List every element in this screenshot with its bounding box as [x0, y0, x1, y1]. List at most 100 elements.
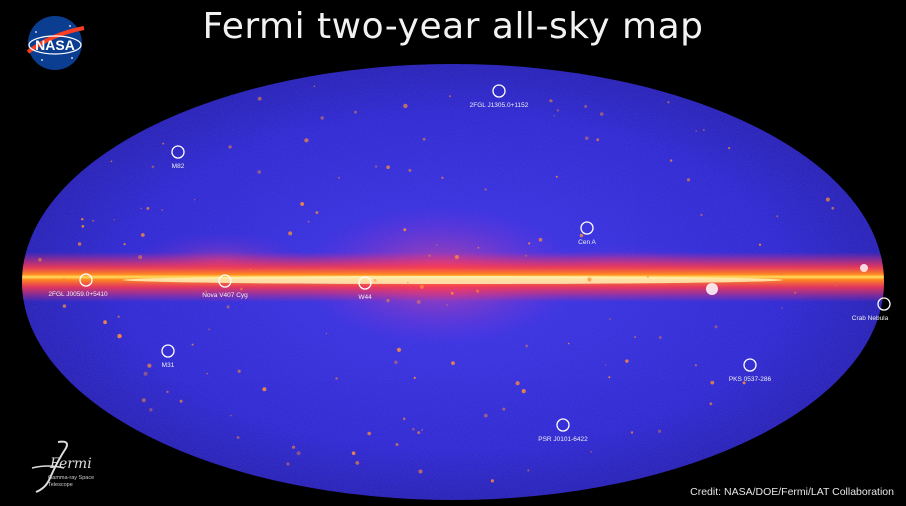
point-source-speck	[146, 207, 150, 210]
point-source-speck	[483, 413, 488, 418]
point-source-speck	[229, 414, 232, 417]
point-source-speck	[587, 277, 592, 282]
point-source-speck	[608, 376, 611, 379]
point-source-speck	[596, 138, 600, 142]
point-source-speck	[226, 305, 230, 309]
point-source-speck	[835, 285, 838, 287]
point-source-speck	[335, 377, 338, 380]
point-source-speck	[117, 333, 122, 339]
fermi-logo-text: Fermi	[50, 456, 92, 472]
point-source-speck	[206, 372, 208, 375]
point-source-speck	[657, 429, 662, 433]
point-source-speck	[727, 146, 731, 150]
source-marker	[556, 418, 570, 432]
point-source-speck	[236, 436, 240, 439]
point-source-speck	[291, 445, 296, 449]
point-source-speck	[454, 255, 459, 259]
point-source-speck	[528, 242, 531, 245]
source-markers	[79, 84, 891, 432]
point-source-speck	[422, 137, 426, 141]
point-source-speck	[407, 281, 409, 284]
point-source-speck	[590, 451, 592, 453]
nasa-logo-text: NASA	[35, 37, 75, 53]
point-source-speck	[556, 109, 560, 112]
point-source-speck	[695, 130, 698, 132]
point-source-speck	[162, 142, 165, 145]
point-source-speck	[140, 233, 145, 237]
point-source-speck	[758, 243, 762, 246]
source-marker	[161, 344, 175, 358]
point-source-speck	[609, 318, 611, 320]
source-marker	[492, 84, 506, 98]
point-source-speck	[315, 211, 319, 215]
point-source-speck	[658, 336, 662, 339]
point-source-speck	[714, 325, 718, 329]
point-source-speck	[403, 228, 407, 232]
point-source-speck	[288, 231, 293, 236]
point-source-speck	[62, 304, 67, 308]
point-source-speck	[403, 103, 408, 109]
point-source-speck	[351, 451, 356, 456]
point-source-speck	[477, 247, 480, 249]
point-source-speck	[92, 219, 95, 222]
source-marker	[79, 273, 93, 287]
point-source-speck	[484, 188, 487, 191]
point-source-speck	[77, 242, 82, 246]
point-source-speck	[413, 376, 416, 379]
point-source-speck	[502, 407, 506, 411]
source-label: 2FGL J0059.0+5410	[48, 291, 108, 298]
fermi-logo	[31, 440, 68, 493]
source-label: W44	[358, 294, 372, 301]
point-source-speck	[825, 197, 830, 202]
point-source-speck	[402, 417, 406, 421]
point-source-speck	[103, 320, 107, 325]
point-source-speck	[38, 257, 42, 262]
point-source-speck	[249, 268, 252, 271]
point-source-speck	[147, 363, 152, 368]
point-source-speck	[386, 165, 390, 169]
point-source-speck	[412, 427, 415, 431]
point-source-speck	[525, 255, 527, 257]
point-source-speck	[262, 387, 267, 392]
point-source-speck	[81, 218, 84, 221]
point-source-speck	[667, 101, 670, 104]
point-source-speck	[669, 159, 673, 162]
point-source-speck	[625, 359, 629, 363]
point-source-speck	[418, 469, 423, 474]
point-source-speck	[394, 360, 398, 365]
point-source-speck	[161, 209, 163, 211]
point-source-speck	[538, 237, 543, 242]
page-title: Fermi two-year all-sky map	[202, 6, 704, 47]
point-source-speck	[776, 215, 779, 218]
point-source-speck	[451, 361, 455, 365]
point-source-speck	[567, 342, 570, 345]
point-source-speck	[123, 243, 126, 246]
point-source-speck	[313, 85, 316, 88]
point-source-speck	[579, 233, 584, 238]
point-source-speck	[140, 207, 142, 210]
point-source-speck	[794, 291, 797, 294]
point-source-speck	[605, 364, 607, 366]
source-marker	[580, 221, 594, 235]
point-source-speck	[166, 390, 169, 394]
point-source-speck	[408, 168, 412, 172]
point-source-speck	[81, 225, 85, 228]
point-source-speck	[257, 96, 262, 101]
point-source-speck	[110, 160, 113, 163]
point-source-speck	[694, 364, 697, 367]
point-source-speck	[416, 299, 421, 304]
point-source-speck	[646, 275, 649, 278]
point-source-speck	[141, 398, 146, 403]
point-source-speck	[373, 278, 377, 283]
fermi-logo-subtitle: Gamma-ray Space Telescope	[48, 475, 95, 488]
point-source-speck	[515, 381, 520, 386]
point-source-speck	[237, 369, 241, 373]
point-source-speck	[208, 328, 210, 331]
point-source-speck	[446, 304, 448, 306]
point-source-speck	[138, 255, 143, 260]
point-source-speck	[476, 289, 480, 293]
point-source-speck	[634, 336, 637, 339]
source-label: M31	[162, 362, 175, 369]
point-source-speck	[555, 175, 558, 178]
point-source-speck	[781, 307, 783, 309]
